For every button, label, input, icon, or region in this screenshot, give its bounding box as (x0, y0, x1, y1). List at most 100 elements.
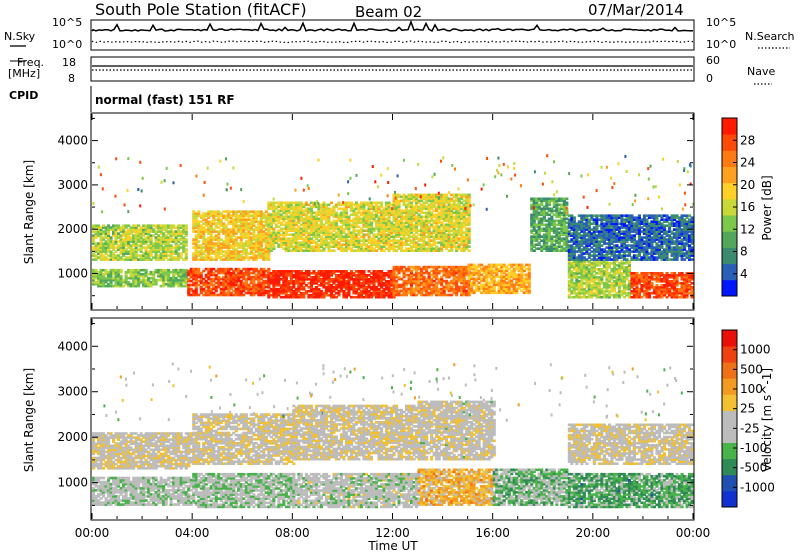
data-cell-band-5 (372, 215, 376, 219)
data-cell-band-4 (269, 287, 273, 291)
data-cell-band-5 (344, 201, 348, 205)
data-cell-band-3 (244, 222, 248, 225)
data-cell-band-5 (322, 223, 326, 227)
data-cell-band-5 (339, 219, 343, 223)
data-cell-band-5 (282, 227, 286, 231)
data-cell-band-4 (357, 287, 361, 291)
data-cell-band-2 (239, 283, 243, 287)
data-cell-band-4 (267, 286, 271, 289)
data-cell-band-1 (147, 230, 151, 233)
data-cell-band-5 (357, 205, 361, 209)
data-cell-band-7 (422, 245, 426, 248)
data-cell-band-5 (302, 229, 306, 232)
data-cell-band-5 (367, 201, 371, 205)
data-cell-band-1 (164, 228, 168, 231)
data-cell-band-3 (194, 224, 198, 227)
data-cell-band-5 (370, 241, 374, 244)
data-cell-band-3 (194, 246, 198, 249)
data-cell-band-4 (334, 291, 338, 295)
data-cell-band-4 (314, 289, 318, 293)
data-cell-band-6 (442, 273, 446, 277)
data-cell-band-1 (139, 244, 143, 247)
noise-tick-low-right: 10^0 (706, 38, 736, 51)
data-cell-band-0 (144, 274, 148, 278)
data-cell-band-0 (149, 272, 153, 276)
data-cell-band-5 (269, 243, 273, 246)
data-cell-band-5 (297, 241, 301, 244)
data-cell-band-1 (152, 246, 156, 249)
data-cell-band-1 (127, 230, 131, 233)
data-cell-band-0 (139, 278, 143, 282)
data-cell-band-1 (144, 252, 148, 255)
data-cell-band-5 (322, 239, 326, 242)
data-cell-band-2 (194, 267, 198, 271)
data-cell-band-4 (347, 284, 351, 287)
data-cell-band-2 (242, 293, 246, 297)
data-cell-band-5 (367, 227, 371, 231)
data-cell-band-6 (402, 283, 406, 287)
data-cell-band-3 (212, 242, 216, 245)
data-cell-band-4 (359, 272, 363, 275)
data-cell-band-5 (304, 203, 308, 207)
data-cell-band-5 (385, 239, 389, 242)
data-cell-band-3 (194, 258, 198, 261)
data-cell-band-5 (284, 245, 288, 248)
data-cell-band-3 (254, 244, 258, 247)
data-cell-band-2 (209, 291, 213, 295)
data-cell-band-5 (327, 207, 331, 211)
data-cell-band-3 (204, 256, 208, 259)
data-cell-band-5 (387, 249, 391, 252)
data-cell-band-1 (134, 254, 138, 257)
data-cell-band-4 (354, 278, 358, 281)
data-cell-band-6 (430, 265, 434, 269)
data-cell-band-0 (112, 270, 116, 274)
data-cell-band-1 (129, 248, 133, 251)
data-cell-band-1 (177, 232, 181, 235)
data-cell-band-5 (359, 229, 363, 232)
data-cell-band-3 (227, 216, 231, 219)
data-cell-band-2 (212, 267, 216, 271)
data-cell-band-1 (169, 224, 173, 227)
data-cell-band-4 (332, 295, 336, 299)
data-cell-band-1 (144, 226, 148, 229)
data-cell-band-5 (299, 237, 303, 240)
data-cell-band-3 (239, 246, 243, 249)
data-cell-band-1 (149, 252, 153, 255)
data-cell-band-5 (269, 231, 273, 234)
data-cell-band-5 (347, 203, 351, 207)
data-cell-band-3 (247, 238, 251, 241)
data-cell-band-5 (277, 215, 281, 219)
data-cell-band-4 (329, 272, 333, 275)
data-cell-band-2 (202, 293, 206, 297)
data-cell-band-4 (385, 293, 389, 297)
data-cell-band-5 (385, 235, 389, 238)
data-cell-band-3 (219, 256, 223, 259)
data-cell-band-6 (435, 267, 439, 271)
data-cell-band-3 (257, 222, 261, 225)
data-cell-band-1 (172, 258, 176, 261)
data-cell-band-0 (92, 278, 96, 282)
data-cell-band-5 (279, 241, 283, 244)
data-cell-band-1 (119, 242, 123, 245)
data-cell-band-3 (264, 220, 268, 223)
data-cell-band-0 (92, 280, 96, 284)
data-cell-band-3 (232, 224, 236, 227)
data-cell-band-4 (347, 278, 351, 281)
data-cell-band-6 (455, 279, 459, 283)
data-cell-band-4 (269, 278, 273, 281)
data-cell-band-7 (400, 225, 404, 229)
data-cell-band-2 (222, 271, 226, 275)
data-cell-band-4 (334, 284, 338, 287)
data-cell-band-5 (289, 229, 293, 232)
data-cell-band-7 (420, 215, 424, 219)
data-cell-band-1 (179, 232, 183, 235)
data-cell-band-2 (207, 267, 211, 271)
data-cell-band-1 (124, 240, 128, 243)
data-cell-band-5 (347, 217, 351, 221)
data-cell-band-7 (417, 219, 421, 223)
data-cell-band-3 (227, 238, 231, 241)
data-cell-band-3 (249, 242, 253, 245)
data-cell-band-6 (405, 283, 409, 287)
data-cell-band-1 (92, 242, 96, 245)
data-cell-band-5 (387, 219, 391, 223)
